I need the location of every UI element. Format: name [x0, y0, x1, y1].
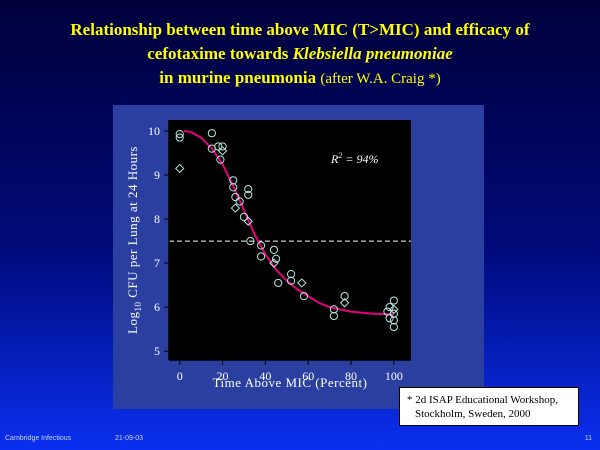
footnote-box: * 2d ISAP Educational Workshop, Stockhol…	[399, 387, 579, 426]
title-line-3-citation: (after W.A. Craig *)	[320, 71, 441, 87]
data-point	[230, 203, 241, 213]
data-point	[271, 254, 281, 263]
data-point	[274, 278, 283, 288]
data-point	[286, 270, 296, 279]
y-tick-label: 10	[148, 124, 160, 138]
x-tick-label: 20	[217, 369, 229, 383]
slide-title: Relationship between time above MIC (T>M…	[0, 18, 600, 91]
data-point	[207, 129, 216, 138]
footnote-line-1: * 2d ISAP Educational Workshop,	[407, 394, 558, 406]
title-line-2-italic: Klebsiella pneumoniae	[292, 44, 453, 63]
data-point	[218, 142, 227, 151]
data-point	[299, 292, 309, 301]
data-point	[239, 212, 249, 221]
y-tick-label: 6	[154, 300, 160, 314]
footer-source: Cambridge Infectious	[5, 435, 72, 442]
title-line-3: in murine pneumonia	[159, 68, 317, 87]
x-tick-label: 60	[302, 369, 314, 383]
x-tick-label: 80	[345, 369, 357, 383]
data-point	[235, 197, 244, 206]
data-point	[389, 296, 398, 305]
y-axis-label-rest: CFU per Lung at 24 Hours	[125, 146, 140, 302]
x-tick-label: 40	[259, 369, 271, 383]
y-tick-label: 7	[154, 256, 160, 270]
y-axis-label-log: Log	[125, 312, 140, 334]
data-point	[389, 322, 398, 332]
data-point	[214, 142, 223, 151]
r-squared-superscript: 2	[338, 151, 342, 160]
data-point	[286, 276, 296, 285]
data-point	[389, 304, 399, 315]
data-point	[297, 278, 307, 288]
data-point	[216, 155, 225, 164]
title-line-1: Relationship between time above MIC (T>M…	[70, 20, 530, 39]
data-point	[329, 311, 339, 321]
fit-curve	[183, 130, 394, 316]
x-axis-label: Time Above MIC (Percent)	[213, 375, 368, 390]
y-axis-label: Log10 CFU per Lung at 24 Hours	[125, 146, 143, 334]
r-squared-letter: R	[330, 152, 339, 166]
x-tick-label: 100	[385, 369, 403, 383]
data-point	[329, 305, 339, 314]
y-tick-label: 9	[154, 168, 160, 182]
data-point	[231, 192, 240, 202]
data-point	[339, 298, 350, 308]
data-point	[229, 183, 238, 192]
data-point	[389, 309, 398, 318]
y-axis-label-sub: 10	[133, 302, 143, 312]
title-line-2-pre: cefotaxime towards	[147, 44, 293, 63]
data-point	[389, 316, 398, 325]
footer-page-number: 11	[584, 435, 592, 442]
data-point	[340, 292, 349, 301]
data-point	[175, 163, 185, 174]
r-squared-annotation: R2 = 94%	[330, 151, 378, 166]
footnote-line-2: Stockholm, Sweden, 2000	[415, 408, 531, 420]
data-point	[269, 245, 279, 255]
data-point	[385, 314, 394, 323]
y-tick-label: 8	[154, 212, 160, 226]
data-point	[244, 190, 253, 199]
r-squared-value: = 94%	[342, 152, 378, 166]
x-tick-label: 0	[177, 369, 183, 383]
data-point	[175, 133, 184, 142]
data-point	[175, 129, 184, 139]
data-point	[243, 216, 253, 226]
footer-date: 21-09-03	[115, 435, 144, 442]
y-tick-label: 5	[154, 344, 160, 358]
data-point	[256, 241, 266, 250]
data-point	[269, 258, 279, 268]
data-point	[256, 252, 266, 261]
plot-area	[169, 120, 411, 360]
data-point	[246, 237, 255, 246]
data-point	[385, 303, 394, 312]
data-point	[244, 185, 253, 194]
